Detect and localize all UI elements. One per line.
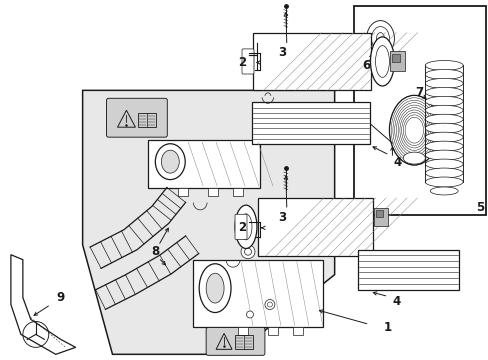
Text: 3: 3 xyxy=(277,46,285,59)
Bar xyxy=(389,51,405,71)
Text: 7: 7 xyxy=(414,86,423,99)
Bar xyxy=(193,260,322,328)
Bar xyxy=(238,328,247,336)
FancyBboxPatch shape xyxy=(106,98,167,137)
Ellipse shape xyxy=(376,32,384,45)
Ellipse shape xyxy=(425,177,462,187)
Polygon shape xyxy=(11,255,76,354)
Ellipse shape xyxy=(403,152,425,164)
Text: 6: 6 xyxy=(362,59,370,72)
Ellipse shape xyxy=(425,132,462,142)
Text: 5: 5 xyxy=(475,201,483,215)
Ellipse shape xyxy=(425,60,462,71)
Ellipse shape xyxy=(371,27,388,50)
Bar xyxy=(252,32,370,90)
Ellipse shape xyxy=(235,205,256,248)
Bar xyxy=(357,250,458,289)
Bar xyxy=(252,32,370,90)
Ellipse shape xyxy=(425,150,462,160)
Ellipse shape xyxy=(429,187,457,195)
Ellipse shape xyxy=(199,264,230,312)
Ellipse shape xyxy=(155,144,185,180)
FancyBboxPatch shape xyxy=(242,49,253,74)
FancyBboxPatch shape xyxy=(206,328,264,355)
Bar xyxy=(374,208,387,226)
Ellipse shape xyxy=(425,105,462,115)
Bar xyxy=(258,198,372,256)
Text: 8: 8 xyxy=(151,245,159,258)
FancyBboxPatch shape xyxy=(235,214,246,239)
Bar xyxy=(292,328,302,336)
Circle shape xyxy=(246,311,253,318)
Ellipse shape xyxy=(370,37,394,86)
Text: 9: 9 xyxy=(57,291,65,304)
Text: 4: 4 xyxy=(392,156,401,168)
Bar xyxy=(376,210,383,217)
Ellipse shape xyxy=(425,141,462,151)
Ellipse shape xyxy=(375,46,388,77)
FancyBboxPatch shape xyxy=(353,6,485,215)
Ellipse shape xyxy=(425,87,462,97)
Ellipse shape xyxy=(425,69,462,80)
Bar xyxy=(392,54,400,62)
Circle shape xyxy=(264,300,274,310)
Bar xyxy=(235,336,252,349)
Ellipse shape xyxy=(388,95,438,165)
Bar xyxy=(251,102,369,144)
Ellipse shape xyxy=(366,21,394,57)
Bar xyxy=(267,328,277,336)
Ellipse shape xyxy=(240,214,251,240)
Ellipse shape xyxy=(425,168,462,178)
Text: 4: 4 xyxy=(391,295,400,308)
Text: 2: 2 xyxy=(238,221,245,234)
Ellipse shape xyxy=(425,159,462,169)
Ellipse shape xyxy=(425,96,462,106)
Ellipse shape xyxy=(425,123,462,133)
Bar xyxy=(178,188,188,196)
Polygon shape xyxy=(82,90,334,354)
Ellipse shape xyxy=(206,273,224,303)
Bar xyxy=(208,188,218,196)
Bar xyxy=(233,188,243,196)
Ellipse shape xyxy=(425,78,462,88)
Text: 2: 2 xyxy=(238,56,245,69)
Bar xyxy=(148,140,260,188)
Text: 3: 3 xyxy=(277,211,285,224)
Circle shape xyxy=(241,245,254,259)
Bar xyxy=(138,113,156,127)
Ellipse shape xyxy=(161,150,179,173)
Ellipse shape xyxy=(425,114,462,124)
Text: 1: 1 xyxy=(383,321,391,334)
